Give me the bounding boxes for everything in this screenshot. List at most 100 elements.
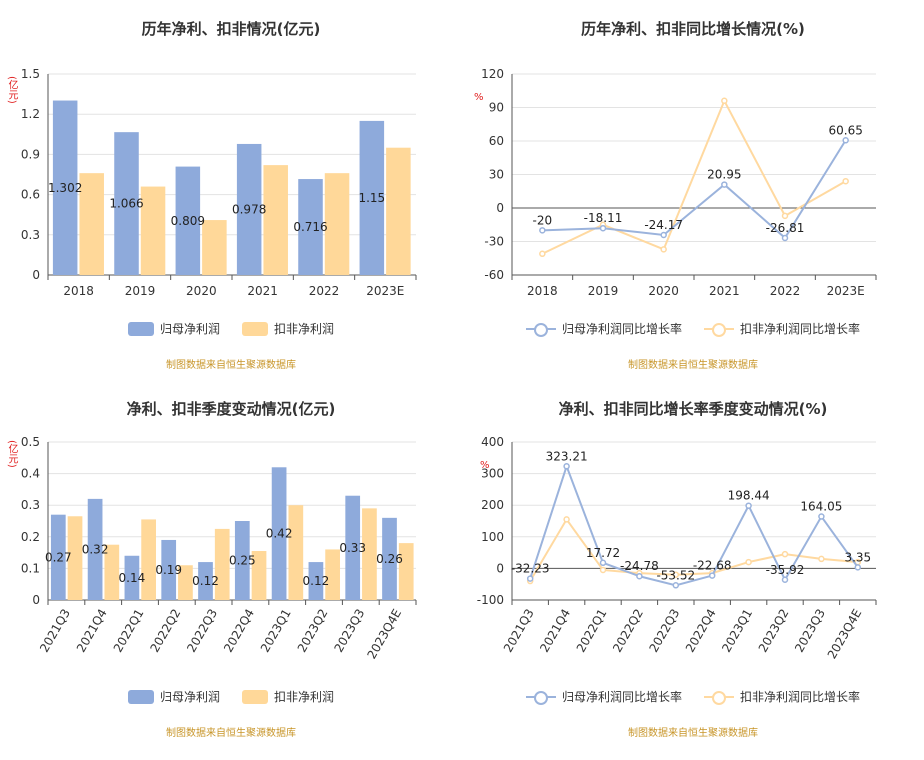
bar-net <box>236 143 262 275</box>
panel-annual-profit: 历年净利、扣非情况(亿元) (亿元) 0 0.3 0.6 0.9 1.2 1.5 2018 2… <box>0 0 462 380</box>
point <box>842 137 849 144</box>
y-tick-label: -60 <box>484 268 504 282</box>
x-tick-label: 2022 <box>309 284 340 298</box>
x-tick-label: 2021 <box>709 284 740 298</box>
chart-title: 历年净利、扣非同比增长情况(%) <box>581 20 805 38</box>
y-unit-label: % <box>480 460 490 471</box>
source-note: 制图数据来自恒生聚源数据库 <box>628 360 758 371</box>
x-tick-label: 2023E <box>366 284 404 298</box>
y-tick-label: 0.2 <box>21 530 40 544</box>
x-tick-label: 2022Q3 <box>184 607 220 655</box>
x-tick-label: 2021Q3 <box>501 607 537 655</box>
x-tick-label: 2023Q1 <box>719 607 755 655</box>
source-note: 制图数据来自恒生聚源数据库 <box>628 728 758 739</box>
data-label: 3.35 <box>844 550 871 564</box>
point <box>781 576 789 584</box>
data-label: -24.17 <box>644 218 683 232</box>
x-tick-label: 2023Q1 <box>258 607 294 655</box>
y-tick-label: 400 <box>481 435 504 449</box>
x-tick-label: 2023Q2 <box>295 607 331 655</box>
data-label: -22.68 <box>693 559 732 573</box>
point <box>599 566 607 574</box>
y-unit-label: (亿元) <box>6 440 17 468</box>
point <box>599 559 607 567</box>
legend-item-deducted-growth[interactable]: 扣非净利润同比增长率 <box>704 320 860 337</box>
line-deducted-growth <box>529 517 858 582</box>
x-tick-label: 2022Q3 <box>646 607 682 655</box>
data-label: -24.78 <box>620 559 659 573</box>
point <box>745 502 752 509</box>
data-label: 0.716 <box>293 220 327 234</box>
data-label: 323.21 <box>546 449 588 463</box>
point <box>672 582 680 589</box>
legend-item-net[interactable]: 归母净利润 <box>127 688 220 705</box>
data-label: 0.19 <box>155 563 182 577</box>
legend-label: 扣非净利润同比增长率 <box>740 690 861 704</box>
legend-swatch-deducted-growth <box>704 322 734 337</box>
bar-deducted <box>398 543 414 600</box>
x-tick-label: 2021Q4 <box>537 607 573 655</box>
y-tick-label: 30 <box>489 168 504 182</box>
point <box>745 558 752 566</box>
y-tick-label: 0 <box>496 561 504 575</box>
y-tick-label: 0.9 <box>21 147 40 161</box>
data-label: -18.11 <box>584 211 623 225</box>
legend-item-net-growth[interactable]: 归母净利润同比增长率 <box>525 320 682 337</box>
annual-profit-chart: 0 0.3 0.6 0.9 1.2 1.5 2018 2019 2020 2021 2022 2023… <box>21 67 417 298</box>
bar-net <box>382 517 397 600</box>
x-tick-label: 2022Q1 <box>111 607 147 655</box>
x-tick-label: 2021 <box>247 284 278 298</box>
x-tick-label: 2022Q2 <box>610 607 646 655</box>
y-tick-label: 60 <box>489 134 504 148</box>
x-tick-label: 2022Q1 <box>574 607 610 655</box>
x-tick-label: 2018 <box>63 284 94 298</box>
legend-item-net[interactable]: 归母净利润 <box>127 320 220 337</box>
legend-item-deducted[interactable]: 扣非净利润 <box>242 688 334 705</box>
line-deducted-growth <box>541 98 847 255</box>
y-tick-label: 200 <box>481 498 504 512</box>
y-tick-label: 1.5 <box>21 67 40 81</box>
chart-title: 净利、扣非同比增长率季度变动情况(%) <box>558 400 828 418</box>
chart-title: 净利、扣非季度变动情况(亿元) <box>126 400 336 418</box>
panel-annual-growth: 历年净利、扣非同比增长情况(%) % -60 -30 0 30 60 90 120 2018 2… <box>462 0 924 380</box>
y-tick-label: -30 <box>484 235 504 249</box>
x-tick-label: 2022 <box>770 284 801 298</box>
y-tick-label: 0 <box>496 201 504 215</box>
y-tick-label: 0.5 <box>21 435 40 449</box>
point <box>563 516 570 523</box>
x-tick-label: 2021Q4 <box>74 607 110 655</box>
legend-item-deducted-growth[interactable]: 扣非净利润同比增长率 <box>704 688 860 705</box>
x-tick-label: 2020 <box>648 284 679 298</box>
legend-swatch-net <box>127 689 154 704</box>
bar-net <box>298 179 323 275</box>
bar-deducted <box>325 549 340 600</box>
bar-net <box>124 555 140 600</box>
bar-net <box>50 514 66 600</box>
data-label: 0.32 <box>82 542 109 556</box>
x-tick-label: 2023Q3 <box>792 607 828 655</box>
y-tick-label: 0.6 <box>21 188 40 202</box>
bar-deducted <box>214 528 230 600</box>
point <box>599 224 607 232</box>
data-label: 0.12 <box>192 574 219 588</box>
legend-item-net-growth[interactable]: 归母净利润同比增长率 <box>525 688 682 705</box>
y-tick-label: 300 <box>481 467 504 481</box>
point <box>660 231 667 239</box>
legend-item-deducted[interactable]: 扣非净利润 <box>242 320 334 337</box>
point <box>721 181 728 188</box>
point <box>526 575 534 582</box>
y-tick-label: 0.3 <box>21 498 40 512</box>
bar-net <box>271 467 287 600</box>
bar-net <box>359 120 385 276</box>
legend-swatch-net-growth <box>525 322 556 337</box>
bar-net <box>161 539 177 600</box>
bar-net <box>308 562 324 600</box>
data-label: 0.27 <box>45 550 72 564</box>
point <box>781 234 789 242</box>
legend-swatch-deducted <box>242 321 268 336</box>
point <box>818 513 825 520</box>
data-label: 0.14 <box>119 571 146 585</box>
data-label: 0.809 <box>171 214 205 228</box>
bar-deducted <box>104 544 120 600</box>
y-unit-label: % <box>474 92 484 103</box>
